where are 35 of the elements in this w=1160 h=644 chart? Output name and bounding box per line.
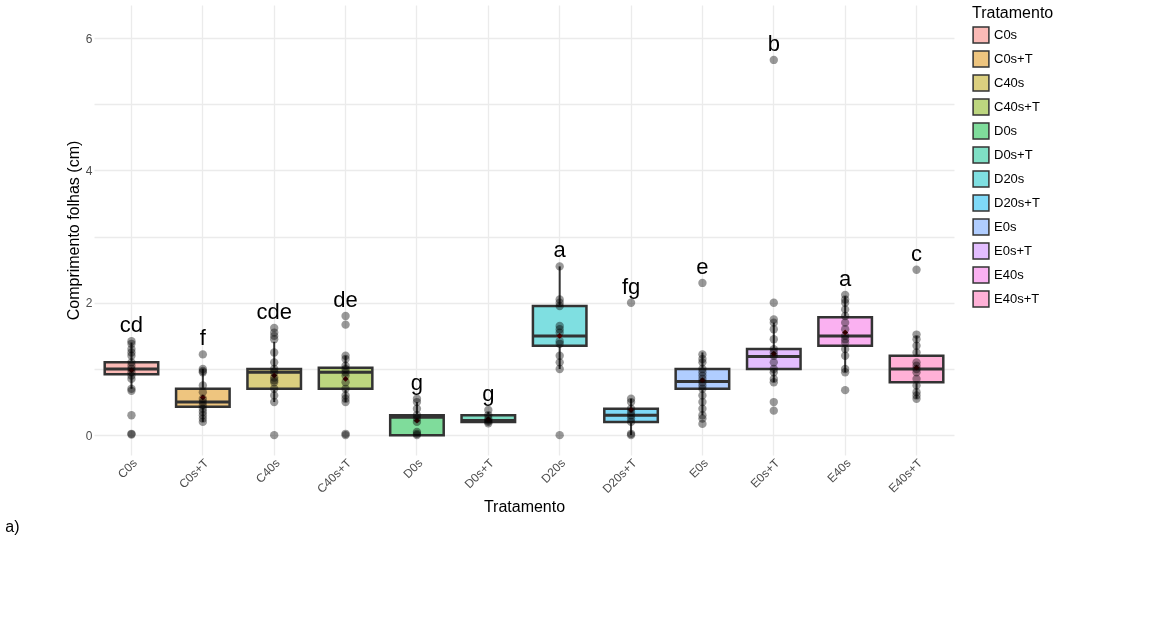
y-tick-label: 2 xyxy=(85,296,93,311)
annotation: e xyxy=(696,253,709,279)
legend-label: E0s xyxy=(994,219,1017,234)
x-tick-label: C0s xyxy=(114,456,140,482)
annotation: a xyxy=(839,265,853,291)
annotation: b xyxy=(767,30,780,56)
annotation: c xyxy=(911,240,923,266)
annotation: g xyxy=(410,369,424,395)
annotation: cde xyxy=(256,298,292,324)
legend-label: D0s+T xyxy=(994,147,1033,162)
legend-label: C40s xyxy=(994,75,1025,90)
legend-title: Tratamento xyxy=(972,4,1054,21)
legend-label: D0s xyxy=(994,123,1018,138)
legend-label: C40s+T xyxy=(994,99,1040,114)
y-axis-title: Comprimento folhas (cm) xyxy=(64,140,82,321)
annotation: f xyxy=(199,325,207,351)
y-tick-label: 6 xyxy=(85,31,93,46)
text: a) xyxy=(5,517,20,535)
annotation: fg xyxy=(621,273,641,299)
annotation: g xyxy=(482,381,495,406)
annotation: a xyxy=(553,237,567,263)
legend-label: C0s+T xyxy=(994,51,1033,66)
legend-label: E40s+T xyxy=(994,291,1040,306)
y-tick-label: 4 xyxy=(85,163,93,178)
legend-label: E0s+T xyxy=(994,243,1032,258)
legend-label: C0s xyxy=(994,27,1018,42)
legend-label: D20s+T xyxy=(994,195,1040,210)
y-tick-label: 0 xyxy=(85,428,93,443)
x-axis-title: Tratamento xyxy=(483,498,566,516)
annotation: cd xyxy=(119,312,144,338)
x-tick-label: D0s xyxy=(400,456,426,482)
legend-label: D20s xyxy=(994,171,1025,186)
x-tick-label: E0s xyxy=(686,456,711,481)
legend-label: E40s xyxy=(994,267,1025,282)
annotation: de xyxy=(333,287,358,313)
